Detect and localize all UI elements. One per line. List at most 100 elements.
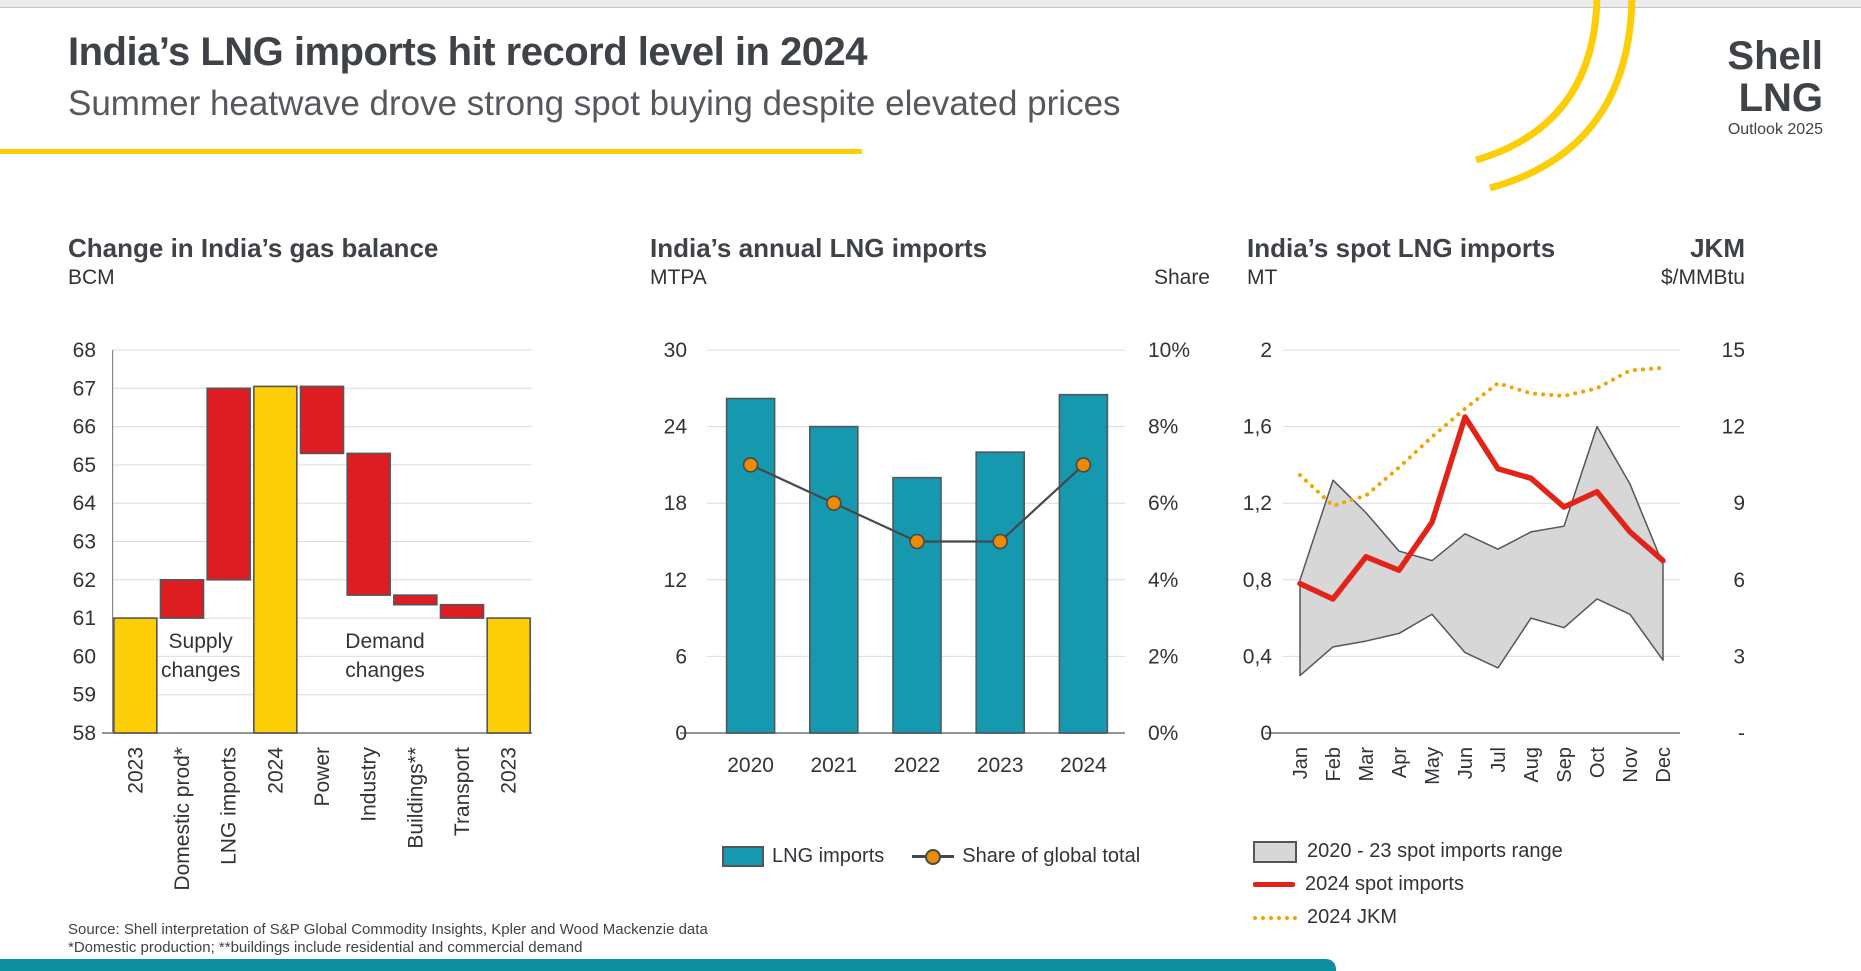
logo-brand-top: Shell [1727,34,1823,78]
svg-text:15: 15 [1722,339,1745,362]
svg-text:62: 62 [73,569,96,592]
svg-text:Industry: Industry [358,747,381,822]
lng-imports-bars [725,393,1109,734]
page-top-margin [0,0,1861,7]
spot-imports-2024-line [1297,414,1666,602]
svg-text:2: 2 [1260,339,1272,362]
svg-text:2023: 2023 [977,754,1024,777]
svg-text:6%: 6% [1148,492,1178,515]
lng-imports-bar [975,451,1026,734]
bottom-accent-strip [0,959,1336,971]
jkm-dotted-line [1298,365,1665,509]
annual-imports-chart: 0 0% 6 2% 12 4% 18 6% 24 8% 30 10% 2020 2021 2022 2023 2… [664,339,1190,777]
spot-imports-chart: 0 - 0,4 3 0,8 6 1,2 9 1,6 12 2 15 Jan Feb Mar Apr May Jun… [1243,339,1745,785]
share-data-point [992,533,1009,550]
jkm-axis-unit: $/MMBtu [1660,266,1745,289]
svg-text:66: 66 [73,416,96,439]
waterfall-chart-title: Change in India’s gas balance [68,233,439,263]
legend-row-jkm: 2024 JKM [1253,906,1563,929]
share-data-point [825,495,842,512]
share-data-point [909,533,925,550]
svg-text:61: 61 [73,607,96,630]
svg-text:12: 12 [664,569,687,592]
annual-imports-chart-title: India’s annual LNG imports [650,233,988,263]
legend-row-spot: 2024 spot imports [1253,873,1563,896]
range-swatch [1253,840,1297,863]
waterfall-bar [299,385,345,455]
svg-text:3: 3 [1733,645,1745,668]
svg-text:59: 59 [73,684,96,707]
svg-text:Mar: Mar [1356,747,1378,782]
share-axis-label: Share [1153,266,1210,289]
source-line-2: *Domestic production; **buildings includ… [68,939,583,956]
svg-text:30: 30 [664,339,687,362]
svg-text:Jul: Jul [1488,747,1510,773]
svg-text:24: 24 [664,416,688,439]
jkm-axis-title: JKM [1690,233,1745,263]
svg-text:6: 6 [675,645,687,668]
svg-text:2023: 2023 [498,747,521,794]
svg-text:63: 63 [73,531,96,554]
svg-text:6: 6 [1733,569,1745,592]
lng-imports-swatch [722,846,764,867]
share-line-swatch-dot [925,849,942,865]
svg-text:Nov: Nov [1620,747,1642,783]
waterfall-bar [439,603,485,619]
svg-text:0,4: 0,4 [1243,645,1273,668]
svg-text:58: 58 [73,722,96,745]
waterfall-annotation: changes [161,659,240,682]
spot-imports-chart-title: India’s spot LNG imports [1247,233,1556,263]
svg-text:Feb: Feb [1323,747,1345,781]
svg-text:Oct: Oct [1587,747,1609,779]
waterfall-bar [393,594,438,606]
waterfall-bar [486,617,531,734]
lng-imports-bar [892,476,942,734]
spot-legend-label: 2024 spot imports [1305,873,1464,895]
spot-line-swatch [1253,882,1295,887]
jkm-line-swatch [1253,915,1297,920]
spot-imports-range-band [1299,425,1664,677]
svg-text:0%: 0% [1148,722,1178,745]
lng-imports-legend-label: LNG imports [772,845,885,867]
svg-text:Power: Power [311,747,334,807]
svg-text:60: 60 [73,645,96,668]
svg-text:Domestic prod*: Domestic prod* [171,747,194,891]
page-title: India’s LNG imports hit record level in … [68,30,867,74]
waterfall-bar [206,387,251,581]
lng-imports-bar [1058,393,1109,734]
svg-text:9: 9 [1733,492,1745,515]
source-note: Source: Shell interpretation of S&P Glob… [68,921,708,957]
logo-tagline: Outlook 2025 [1727,121,1823,138]
page-top-border [0,7,1861,8]
svg-text:Jan: Jan [1290,747,1312,779]
waterfall-bars [113,385,531,734]
svg-text:Apr: Apr [1389,747,1411,778]
svg-text:-: - [1738,722,1745,745]
svg-text:18: 18 [664,492,687,515]
title-underline-rule [0,149,862,154]
waterfall-annotation: Demand [345,630,424,653]
range-legend-label: 2020 - 23 spot imports range [1307,840,1563,862]
svg-text:2024: 2024 [264,747,287,794]
waterfall-annotation: changes [345,659,424,682]
svg-text:0,8: 0,8 [1243,569,1272,592]
annual-imports-legend: LNG imports Share of global total [722,845,1140,868]
spot-imports-chart-unit: MT [1247,266,1278,289]
legend-row-range: 2020 - 23 spot imports range [1253,840,1563,863]
svg-text:1,6: 1,6 [1243,416,1272,439]
lng-imports-bar [808,425,859,734]
waterfall-bar [159,578,205,619]
svg-text:2022: 2022 [894,754,941,777]
share-legend-label: Share of global total [962,845,1141,867]
svg-text:0: 0 [675,722,687,745]
svg-text:64: 64 [73,492,97,515]
svg-text:2021: 2021 [810,754,857,777]
svg-text:0: 0 [1260,722,1272,745]
svg-text:Dec: Dec [1653,747,1675,783]
svg-text:Buildings**: Buildings** [404,747,427,849]
source-line-1: Source: Shell interpretation of S&P Glob… [68,921,708,938]
svg-text:LNG imports: LNG imports [218,747,241,865]
svg-text:May: May [1422,747,1444,785]
svg-text:4%: 4% [1148,569,1178,592]
